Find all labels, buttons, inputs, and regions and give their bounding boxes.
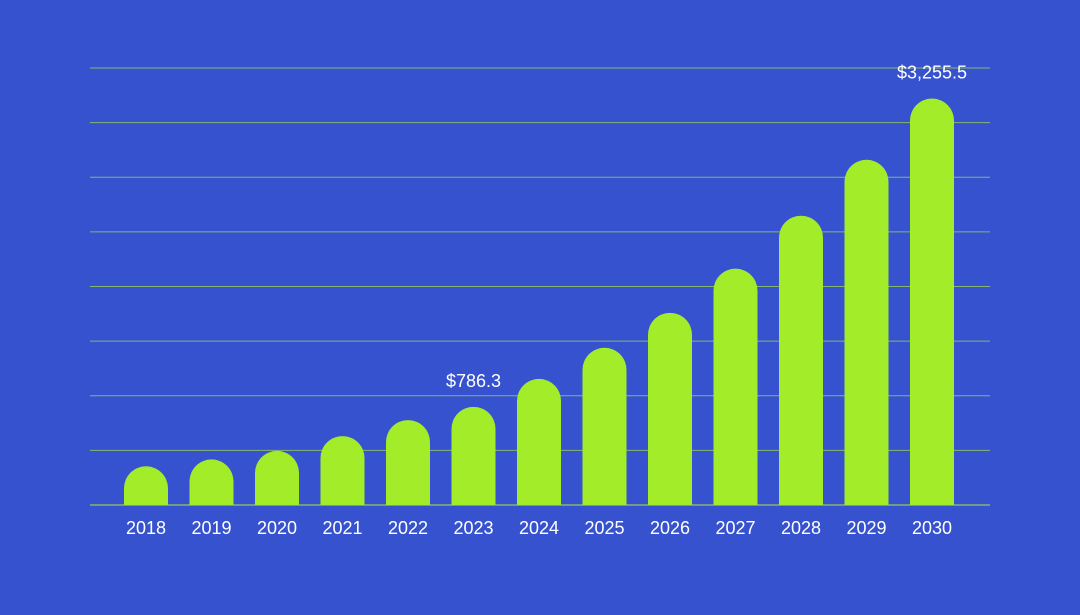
- x-axis-tick-labels: 2018 2019 2020 2021 2022 2023 2024 2025 2026 2027…: [126, 518, 952, 538]
- data-label-2023: $786.3: [446, 371, 501, 391]
- x-tick-label: 2021: [322, 518, 362, 538]
- bar-2028: [779, 215, 823, 505]
- x-tick-label: 2023: [453, 518, 493, 538]
- bar-2021: [320, 436, 365, 505]
- x-tick-label: 2018: [126, 518, 166, 538]
- bar-2024: [517, 378, 561, 505]
- x-tick-label: 2026: [650, 518, 690, 538]
- data-labels: $786.3 $3,255.5: [446, 63, 967, 391]
- x-tick-label: 2025: [584, 518, 624, 538]
- x-tick-label: 2027: [715, 518, 755, 538]
- bar-2030: [910, 98, 954, 505]
- bars: [124, 98, 954, 505]
- x-tick-label: 2028: [781, 518, 821, 538]
- bar-2027: [713, 268, 758, 505]
- bar-2023: [451, 406, 496, 505]
- x-tick-label: 2030: [912, 518, 952, 538]
- bar-2020: [255, 450, 299, 505]
- bar-2026: [648, 312, 692, 505]
- data-label-2030: $3,255.5: [897, 63, 967, 83]
- x-tick-label: 2020: [257, 518, 297, 538]
- bar-2019: [189, 459, 234, 505]
- bar-2018: [124, 466, 168, 505]
- x-tick-label: 2024: [519, 518, 559, 538]
- gridlines: [90, 67, 990, 506]
- bar-2025: [582, 347, 627, 505]
- bar-2029: [844, 159, 889, 505]
- x-tick-label: 2022: [388, 518, 428, 538]
- x-tick-label: 2019: [191, 518, 231, 538]
- bar-2022: [386, 420, 430, 505]
- x-tick-label: 2029: [846, 518, 886, 538]
